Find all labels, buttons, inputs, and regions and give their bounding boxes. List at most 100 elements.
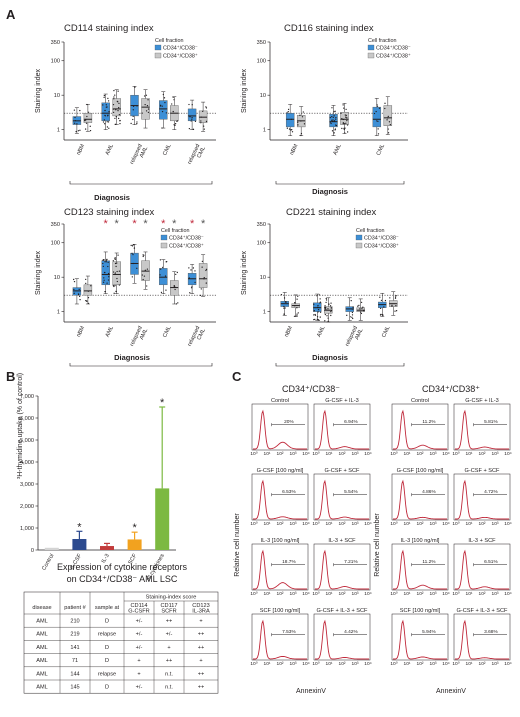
histogram-x-tick: 10⁰ xyxy=(452,661,459,667)
boxplot-y-label: Staining index xyxy=(241,69,248,113)
box-pos xyxy=(112,98,121,117)
box-neg xyxy=(159,100,168,120)
histogram-x-tick: 10³ xyxy=(492,451,499,457)
bar-y-tick-label: 7,000 xyxy=(20,394,34,400)
data-point xyxy=(375,110,377,113)
histogram-x-tick: 10² xyxy=(417,661,424,667)
data-point xyxy=(188,267,190,269)
data-point xyxy=(144,269,146,271)
data-point xyxy=(201,260,204,262)
data-point xyxy=(172,96,174,98)
table-cell: +/- xyxy=(136,685,143,691)
box-neg xyxy=(159,268,168,286)
data-point xyxy=(314,313,316,316)
data-point xyxy=(389,297,391,299)
histogram-x-label: AnnexinV xyxy=(296,688,326,695)
group-label: nBM xyxy=(284,325,294,338)
data-point xyxy=(116,100,118,103)
data-point xyxy=(283,307,285,309)
data-point xyxy=(330,314,332,317)
y-tick-label: 10 xyxy=(54,275,60,281)
table-cell: +/- xyxy=(136,645,143,651)
data-point xyxy=(136,267,138,269)
histogram-x-tick: 10⁰ xyxy=(390,451,397,457)
data-point xyxy=(341,127,343,130)
data-point xyxy=(360,301,363,304)
data-point xyxy=(188,127,191,130)
data-point xyxy=(359,311,362,313)
histogram-label: G-CSF + IL-3 xyxy=(465,398,498,404)
data-point xyxy=(77,293,80,295)
y-tick-label: 10 xyxy=(54,93,60,99)
data-point xyxy=(377,133,380,135)
data-point xyxy=(77,130,80,132)
table-cell: D xyxy=(105,658,109,664)
table-cell: +/- xyxy=(136,632,143,638)
histogram-x-tick: 10⁰ xyxy=(250,591,257,597)
data-point xyxy=(391,305,393,307)
data-point xyxy=(189,292,191,294)
data-point xyxy=(114,94,116,96)
diagnosis-bracket xyxy=(69,181,213,185)
data-point xyxy=(103,123,106,125)
data-point xyxy=(114,284,116,287)
histogram-curve xyxy=(393,409,447,450)
data-point xyxy=(116,277,118,280)
data-point xyxy=(351,314,354,316)
data-point xyxy=(102,259,104,261)
data-point xyxy=(174,288,176,291)
histogram-percent: 20% xyxy=(284,419,294,425)
histogram-x-tick: 10¹ xyxy=(466,591,473,597)
histogram-frame xyxy=(391,473,449,521)
histogram-percent: 7.21% xyxy=(344,559,358,565)
histogram-x-tick: 10⁴ xyxy=(442,521,449,527)
data-point xyxy=(102,281,105,283)
data-point xyxy=(345,116,347,118)
bar-category-label: Control xyxy=(41,553,55,572)
histogram-x-tick: 10¹ xyxy=(404,591,411,597)
bar-all-cytokines xyxy=(155,488,170,550)
data-point xyxy=(352,306,354,308)
data-point xyxy=(317,311,319,313)
data-point xyxy=(114,257,116,260)
boxplot-title: CD114 staining index xyxy=(64,23,154,34)
histogram-x-tick: 10² xyxy=(417,451,424,457)
data-point xyxy=(75,130,77,133)
data-point xyxy=(330,122,332,125)
data-point xyxy=(118,117,120,120)
table-cell: D xyxy=(105,619,109,625)
histogram-1-7: SCF [100 ng/ml] 7.53% 10⁰ 10¹ 10² 10³ 10⁴ xyxy=(250,608,309,667)
data-point xyxy=(164,275,167,277)
legend-label-cd38pos: CD34⁺/CD38⁺ xyxy=(364,243,399,250)
histogram-1-6: IL-3 + SCF 7.21% 10⁰ 10¹ 10² 10³ 10⁴ xyxy=(312,538,371,597)
histogram-x-tick: 10³ xyxy=(430,591,437,597)
table-cell: 71 xyxy=(72,658,78,664)
histogram-x-tick: 10¹ xyxy=(466,661,473,667)
data-point xyxy=(343,123,346,125)
data-point xyxy=(384,107,386,110)
data-point xyxy=(105,104,107,106)
data-point xyxy=(325,308,327,310)
data-point xyxy=(333,111,335,113)
bar-control xyxy=(44,547,59,550)
data-point xyxy=(90,285,92,287)
data-point xyxy=(317,306,319,308)
boxplot-title: CD116 staining index xyxy=(284,23,374,34)
box-neg xyxy=(329,114,338,128)
histogram-label: IL-3 + SCF xyxy=(328,538,356,544)
data-point xyxy=(74,116,76,119)
histogram-frame xyxy=(251,543,309,591)
group-label: nBM xyxy=(289,143,299,156)
data-point xyxy=(331,115,333,118)
data-point xyxy=(114,273,116,275)
data-point xyxy=(116,270,118,273)
histogram-curve xyxy=(315,619,369,660)
data-point xyxy=(146,104,149,107)
histogram-curve xyxy=(455,549,509,590)
histogram-x-tick: 10¹ xyxy=(404,521,411,527)
data-point xyxy=(141,112,143,114)
histogram-x-tick: 10⁰ xyxy=(250,451,257,457)
data-point xyxy=(316,316,319,318)
histogram-label: G-CSF [100 ng/ml] xyxy=(257,468,304,474)
data-point xyxy=(351,316,353,318)
